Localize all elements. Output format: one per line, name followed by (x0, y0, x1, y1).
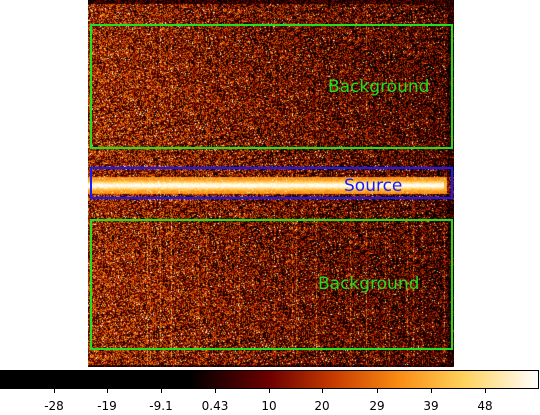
colorbar-tick-label: -9.1 (149, 399, 173, 413)
colorbar-tick-label: -28 (44, 399, 64, 413)
colorbar-gradient (1, 371, 538, 388)
colorbar-tick (107, 389, 108, 393)
source-label: Source (344, 176, 403, 196)
colorbar-tick (322, 389, 323, 393)
colorbar-tick-label: 10 (261, 399, 277, 413)
colorbar-tick-label: 20 (314, 399, 330, 413)
spectrum-image-viewer[interactable]: Background Source Background (88, 0, 454, 367)
spectrum-image[interactable] (88, 0, 454, 367)
colorbar-tick (215, 389, 216, 393)
background-region-bottom[interactable]: Background (90, 219, 453, 350)
colorbar-tick (269, 389, 270, 393)
background-label-top: Background (328, 77, 430, 97)
source-region[interactable]: Source (90, 167, 453, 199)
background-region-top[interactable]: Background (90, 24, 453, 149)
colorbar-tick (161, 389, 162, 393)
colorbar-tick (485, 389, 486, 393)
background-label-bottom: Background (318, 274, 420, 294)
colorbar-tick-label: 29 (369, 399, 385, 413)
colorbar-tick (377, 389, 378, 393)
colorbar-tick-label: 39 (423, 399, 439, 413)
colorbar[interactable] (0, 370, 539, 389)
colorbar-tick (54, 389, 55, 393)
colorbar-tick-label: 0.43 (201, 399, 229, 413)
colorbar-tick (431, 389, 432, 393)
colorbar-tick-label: 48 (477, 399, 493, 413)
colorbar-tick-label: -19 (97, 399, 117, 413)
